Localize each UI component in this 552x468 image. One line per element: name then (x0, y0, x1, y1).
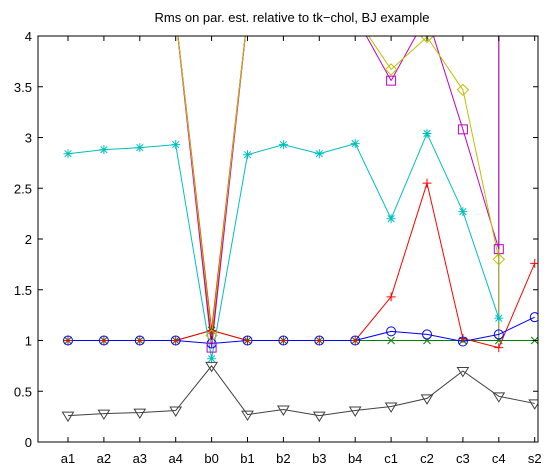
data-point (278, 335, 289, 346)
data-point (492, 392, 506, 403)
data-point (457, 336, 468, 347)
data-point (386, 214, 396, 224)
data-point (493, 329, 504, 340)
x-tick-label: c3 (456, 451, 470, 466)
x-tick-label: b0 (204, 451, 218, 466)
x-tick-label: b4 (348, 451, 362, 466)
data-point (207, 354, 217, 364)
data-point (61, 411, 75, 423)
offscale-segment (365, 36, 392, 81)
data-point (242, 335, 253, 346)
data-point (350, 336, 360, 345)
plot-area: 0 0.5 1 1.5 2 2.5 3 3.5 4 a1 a2 a3 a4 b0 b1 b2 b3 b4 c1 c2 c… (14, 29, 542, 466)
data-point (529, 312, 538, 323)
data-point (63, 336, 73, 345)
data-point (458, 207, 468, 217)
data-point (63, 149, 73, 159)
data-point (314, 149, 324, 159)
y-tick-label: 4 (25, 29, 32, 44)
data-point (528, 399, 538, 410)
chart-title: Rms on par. est. relative to tk−chol, BJ… (155, 10, 430, 25)
data-point (171, 140, 181, 150)
data-point (277, 405, 290, 416)
data-point (63, 335, 73, 346)
data-point (99, 336, 109, 345)
data-point (314, 336, 324, 345)
data-point (456, 366, 470, 378)
data-point (350, 335, 361, 346)
data-point (456, 83, 470, 97)
y-tick-label: 1 (25, 334, 32, 349)
data-point (97, 409, 111, 421)
data-point (99, 145, 109, 155)
data-point (205, 361, 218, 373)
data-point (135, 143, 145, 153)
series-line (68, 316, 535, 345)
data-point (350, 139, 360, 149)
data-point (422, 178, 432, 188)
data-point (278, 336, 288, 345)
x-tick-label: a2 (97, 451, 111, 466)
data-point (314, 335, 325, 346)
data-point (386, 326, 397, 337)
y-tick-label: 1.5 (14, 283, 32, 298)
x-tick-label: c1 (384, 451, 398, 466)
offscale-segment (426, 36, 430, 38)
x-tick-label: s2 (528, 451, 542, 466)
data-point (494, 313, 504, 323)
x-tick-label: c2 (420, 451, 434, 466)
x-tick-label: b2 (276, 451, 290, 466)
series-line (390, 36, 500, 260)
y-tick-label: 2 (25, 232, 32, 247)
data-point (422, 128, 432, 138)
data-point (384, 63, 398, 76)
data-point (133, 408, 147, 420)
y-tick-label: 3.5 (14, 80, 32, 95)
data-point (169, 406, 183, 417)
data-point (243, 336, 252, 345)
data-point (420, 36, 434, 44)
data-point (241, 410, 254, 422)
series-line (68, 181, 536, 349)
y-tick-label: 0 (25, 435, 32, 450)
y-tick-label: 2.5 (14, 181, 32, 196)
data-point (494, 343, 504, 353)
series-line (390, 36, 500, 250)
series-line (67, 132, 500, 359)
data-point (312, 411, 326, 423)
data-point (384, 402, 398, 413)
y-tick-label: 3 (25, 131, 32, 146)
data-point (205, 329, 218, 342)
data-point (492, 253, 506, 266)
data-point (135, 336, 145, 345)
data-point (278, 140, 288, 150)
plot-frame (37, 35, 539, 443)
offscale-segment (177, 36, 213, 336)
offscale-segment (368, 36, 392, 70)
data-point (134, 335, 145, 346)
offscale-segment (211, 36, 246, 336)
data-point (457, 124, 468, 135)
data-point (348, 406, 362, 417)
x-tick-label: a4 (168, 451, 182, 466)
x-tick-label: b1 (240, 451, 254, 466)
x-tick-label: c4 (492, 451, 506, 466)
series-line (67, 365, 535, 417)
data-point (206, 342, 217, 353)
data-point (243, 150, 252, 160)
data-point (386, 292, 396, 302)
y-tick-label: 0.5 (14, 384, 32, 399)
data-point (171, 336, 181, 345)
data-point (386, 75, 397, 86)
x-tick-label: a3 (133, 451, 147, 466)
data-point (420, 394, 434, 405)
data-point (170, 335, 181, 346)
data-point (98, 335, 109, 346)
data-point (387, 336, 395, 345)
data-point (422, 329, 432, 340)
x-tick-label: b3 (312, 451, 326, 466)
x-tick-label: a1 (61, 451, 75, 466)
